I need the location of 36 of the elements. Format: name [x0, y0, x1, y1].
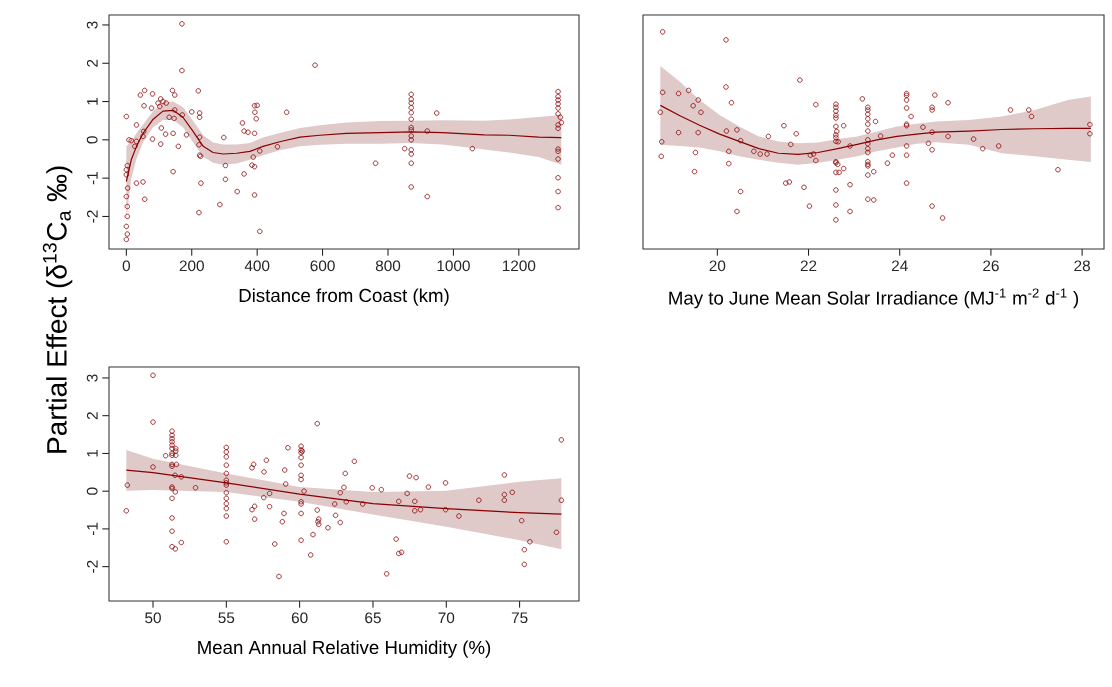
y-tick-label: 3 [86, 21, 98, 29]
x-axis-title: May to June Mean Solar Irradiance (MJ$^{-1}$ m$^{-2}$ d$^{-1}$ ) [669, 288, 1079, 309]
y-tick-label: 0 [86, 487, 98, 495]
x-tick-label: 400 [244, 260, 270, 272]
x-tick-label: 50 [145, 612, 161, 624]
line-series [125, 109, 562, 183]
y-tick-label: -1 [87, 522, 98, 536]
x-tick-label: 0 [122, 260, 130, 272]
y-tick-label: -2 [86, 560, 98, 573]
y-tick-label: 2 [86, 412, 98, 420]
x-tick-label: 800 [375, 260, 401, 272]
x-tick-label: 600 [310, 260, 335, 272]
x-tick-label: 1000 [437, 260, 470, 272]
y-axis-title: Partial Effect (δ$^{13}$C$_{a}$ ‰) [42, 166, 73, 453]
y-tick-label: 3 [86, 374, 98, 382]
y-tick-label: 2 [86, 59, 98, 67]
x-tick-label: 65 [365, 612, 381, 624]
y-tick-label: 0 [86, 136, 98, 144]
x-tick-label: 70 [438, 612, 455, 624]
x-tick-label: 28 [1074, 260, 1090, 272]
x-axis-title: Distance from Coast (km) [239, 288, 449, 306]
x-tick-label: 75 [511, 612, 528, 624]
x-tick-label: 20 [709, 260, 726, 272]
y-tick-label: 1 [87, 98, 98, 105]
x-tick-label: 55 [218, 612, 235, 624]
x-axis-title: Mean Annual Relative Humidity (%) [198, 640, 491, 658]
x-tick-label: 24 [891, 260, 908, 272]
line-series [125, 469, 563, 515]
x-tick-label: 22 [800, 260, 817, 272]
x-tick-label: 1200 [502, 260, 536, 272]
y-tick-label: -1 [87, 172, 98, 185]
x-tick-label: 200 [179, 260, 204, 272]
y-tick-label: 1 [87, 449, 98, 457]
x-tick-label: 60 [291, 612, 308, 624]
y-tick-label: -2 [86, 210, 98, 223]
x-tick-label: 26 [983, 260, 999, 272]
